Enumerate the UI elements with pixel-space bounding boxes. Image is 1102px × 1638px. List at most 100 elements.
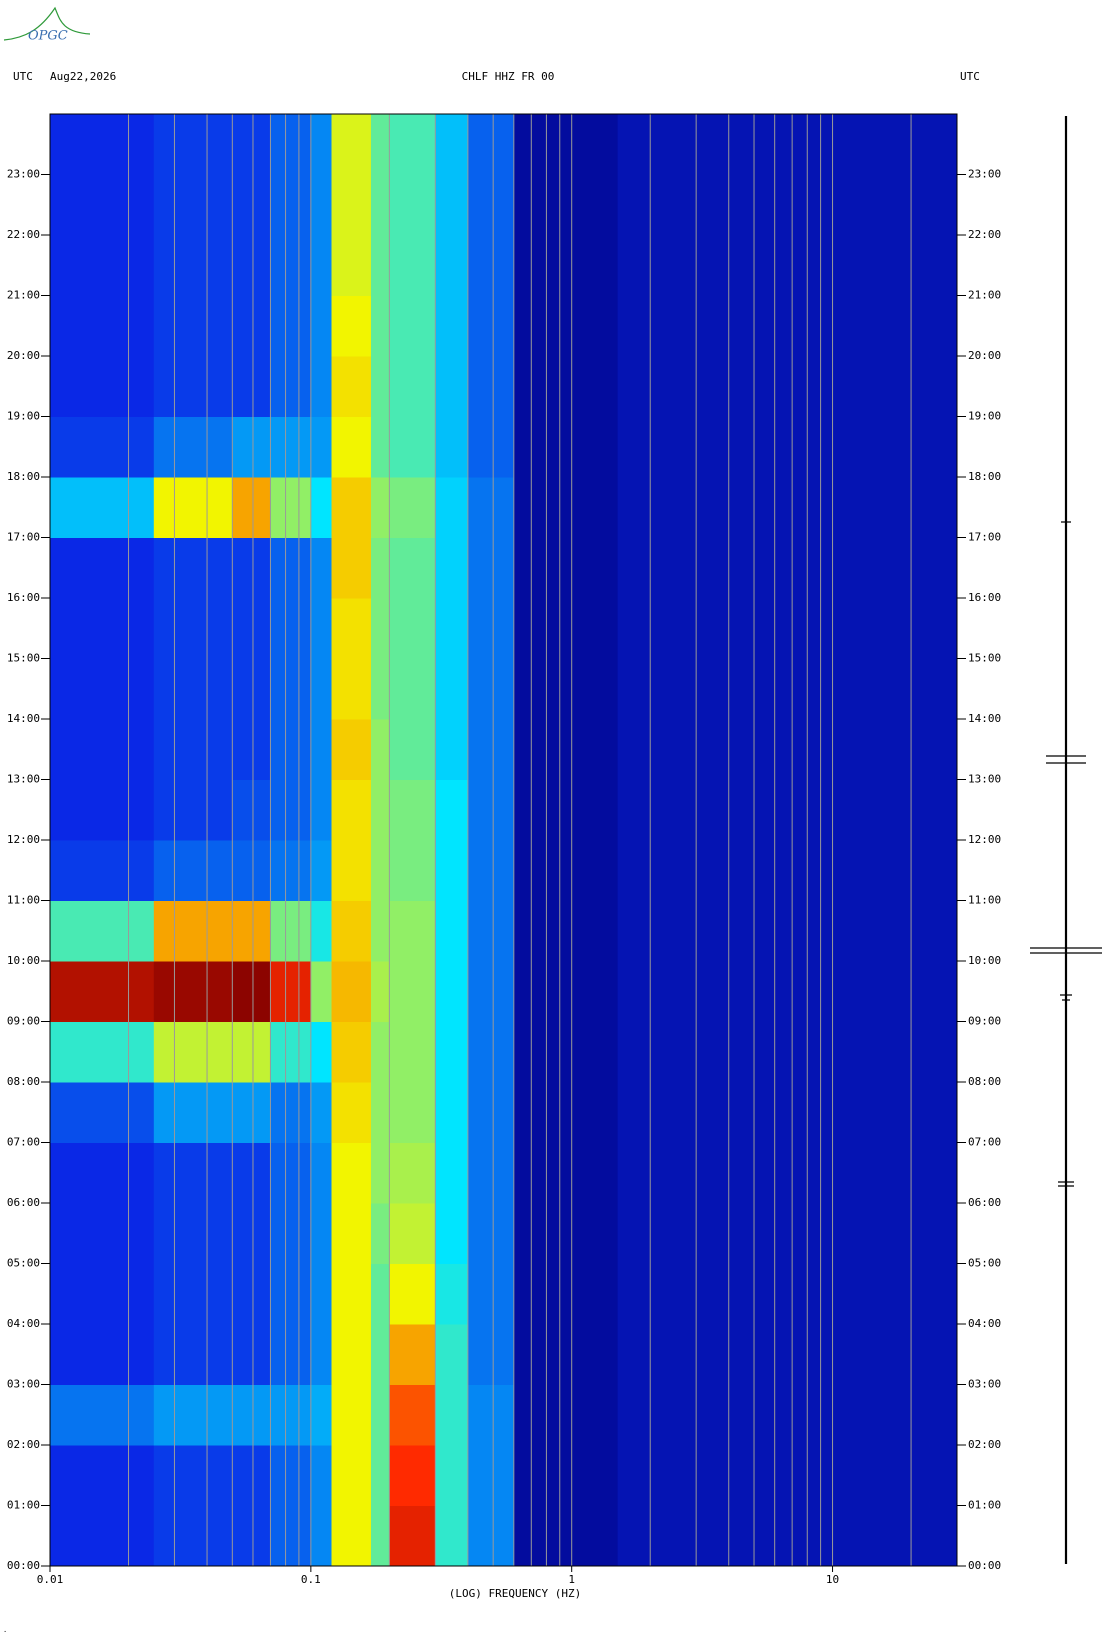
spectrogram-cell <box>153 537 233 599</box>
y-tick-label: 05:00 <box>968 1257 1001 1270</box>
spectrogram-cell <box>270 416 312 478</box>
spectrogram-cell <box>389 961 436 1022</box>
spectrogram-cell <box>153 1445 233 1506</box>
spectrogram-cell <box>50 598 155 659</box>
spectrogram-cell <box>513 961 619 1022</box>
spectrogram-cell <box>331 1082 372 1143</box>
spectrogram-cell <box>513 840 619 901</box>
spectrogram-cell <box>50 1203 155 1264</box>
spectrogram-cell <box>435 658 469 720</box>
spectrogram-cell <box>232 1142 271 1204</box>
y-tick-label: 08:00 <box>968 1075 1001 1088</box>
y-tick-label: 20:00 <box>968 349 1001 362</box>
spectrogram-cell <box>370 477 390 538</box>
spectrogram-cell <box>435 1263 469 1325</box>
spectrogram-cell <box>389 719 436 780</box>
spectrogram-cell <box>513 779 619 841</box>
spectrogram-cell <box>50 174 155 236</box>
spectrogram-cell <box>232 598 271 659</box>
spectrogram-cell <box>389 1445 436 1506</box>
x-tick-label: 0.01 <box>37 1573 64 1586</box>
spectrogram-cell <box>310 1505 333 1567</box>
spectrogram-cell <box>467 1384 515 1446</box>
spectrogram-cell <box>331 900 372 962</box>
y-tick-label: 10:00 <box>7 954 40 967</box>
spectrogram-cell <box>617 174 958 236</box>
y-tick-label: 11:00 <box>7 894 40 907</box>
spectrogram-cell <box>153 1384 233 1446</box>
corner-mark: . <box>3 1626 7 1634</box>
y-tick-label: 15:00 <box>968 652 1001 665</box>
y-tick-label: 00:00 <box>7 1559 40 1572</box>
spectrogram-cell <box>617 1263 958 1325</box>
spectrogram-cell <box>310 961 333 1022</box>
spectrogram-cell <box>617 961 958 1022</box>
spectrogram-cell <box>270 1324 312 1385</box>
spectrogram-cell <box>467 779 515 841</box>
x-axis-label: (LOG) FREQUENCY (HZ) <box>449 1587 581 1600</box>
spectrogram-cell <box>50 1324 155 1385</box>
spectrogram-cell <box>270 1445 312 1506</box>
y-tick-label: 19:00 <box>7 410 40 423</box>
spectrogram-cell <box>270 1021 312 1083</box>
spectrogram-cell <box>331 416 372 478</box>
spectrogram-cell <box>617 840 958 901</box>
y-tick-label: 15:00 <box>7 652 40 665</box>
spectrogram-cell <box>467 1021 515 1083</box>
spectrogram-cell <box>513 1203 619 1264</box>
spectrogram-cell <box>153 114 233 175</box>
spectrogram-cell <box>232 416 271 478</box>
y-tick-label: 11:00 <box>968 894 1001 907</box>
spectrogram-cell <box>617 1082 958 1143</box>
spectrogram-cell <box>331 1021 372 1083</box>
spectrogram-cell <box>389 1082 436 1143</box>
spectrogram-cell <box>153 1324 233 1385</box>
y-tick-label: 18:00 <box>7 470 40 483</box>
spectrogram-cell <box>232 779 271 841</box>
spectrogram-cell <box>310 900 333 962</box>
spectrogram-cell <box>232 1021 271 1083</box>
spectrogram-cell <box>50 1505 155 1567</box>
y-tick-label: 14:00 <box>7 712 40 725</box>
spectrogram-cell <box>270 1263 312 1325</box>
spectrogram-cell <box>467 719 515 780</box>
spectrogram-cell <box>467 114 515 175</box>
spectrogram-cell <box>389 1263 436 1325</box>
y-tick-label: 01:00 <box>7 1499 40 1512</box>
spectrogram-cell <box>50 1082 155 1143</box>
spectrogram-cell <box>617 477 958 538</box>
spectrogram-cell <box>513 1142 619 1204</box>
spectrogram-cell <box>270 900 312 962</box>
spectrogram-cell <box>370 1384 390 1446</box>
spectrogram-cell <box>153 1505 233 1567</box>
spectrogram-cell <box>310 658 333 720</box>
spectrogram-cell <box>153 295 233 357</box>
spectrogram-cell <box>310 840 333 901</box>
spectrogram-cell <box>50 1021 155 1083</box>
spectrogram-cell <box>617 598 958 659</box>
spectrogram-cell <box>153 719 233 780</box>
y-tick-label: 03:00 <box>968 1378 1001 1391</box>
spectrogram-cell <box>617 658 958 720</box>
spectrogram-cell <box>270 719 312 780</box>
spectrogram-cell <box>310 1203 333 1264</box>
y-tick-label: 02:00 <box>968 1438 1001 1451</box>
spectrogram-cell <box>467 1203 515 1264</box>
spectrogram-cell <box>310 416 333 478</box>
logo: OPGC <box>28 29 68 44</box>
spectrogram-cell <box>310 295 333 357</box>
x-tick-label: 1 <box>568 1573 575 1586</box>
logo-curve <box>3 6 91 41</box>
spectrogram-cell <box>50 1142 155 1204</box>
spectrogram-cell <box>153 416 233 478</box>
spectrogram-cell <box>370 1021 390 1083</box>
y-tick-label: 13:00 <box>7 773 40 786</box>
chart-title: CHLF HHZ FR 00 <box>462 70 555 83</box>
spectrogram-cell <box>153 1142 233 1204</box>
spectrogram-cell <box>389 1384 436 1446</box>
spectrogram-cell <box>50 416 155 478</box>
spectrogram-cell <box>370 1082 390 1143</box>
spectrogram-cell <box>232 235 271 296</box>
spectrogram-cell <box>389 174 436 236</box>
spectrogram-cell <box>389 416 436 478</box>
